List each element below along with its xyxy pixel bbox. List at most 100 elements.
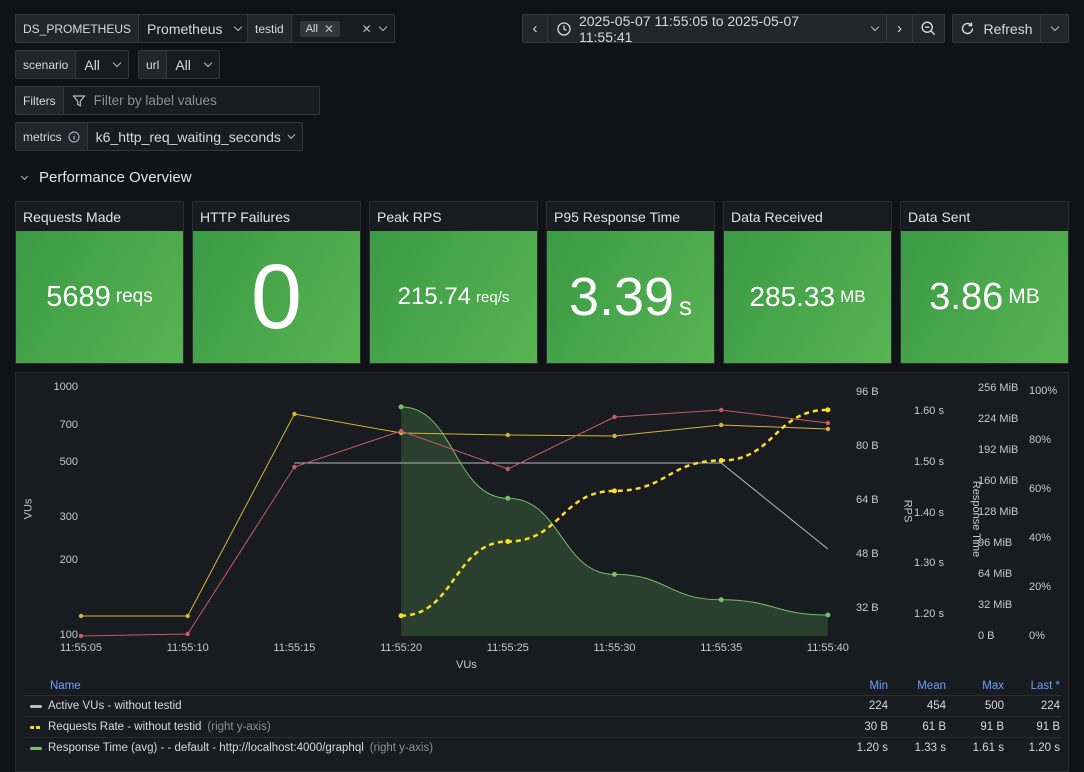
- scenario-variable[interactable]: scenario All: [15, 50, 130, 79]
- stat-title: Peak RPS: [377, 208, 442, 225]
- testid-variable-label: testid: [248, 15, 292, 42]
- legend-header-name[interactable]: Name: [50, 680, 81, 692]
- testid-select[interactable]: All ✕ ✕: [292, 15, 394, 42]
- clear-icon[interactable]: ✕: [361, 21, 372, 36]
- refresh-button[interactable]: Refresh: [952, 14, 1041, 43]
- legend-header-min[interactable]: Min: [869, 680, 888, 692]
- legend-header-mean[interactable]: Mean: [917, 680, 946, 692]
- series-point-response-time: [718, 597, 724, 603]
- stat-value: 215.74: [397, 283, 472, 310]
- stat-body: 3.86 MB: [901, 231, 1068, 363]
- series-point-extra-b: [612, 414, 617, 420]
- stat-body: 0: [193, 231, 360, 363]
- percent-tick-label: 20%: [1029, 581, 1052, 593]
- series-point-extra-a: [719, 422, 724, 428]
- scenario-select[interactable]: All: [76, 51, 128, 78]
- url-variable-label: url: [139, 51, 168, 78]
- filters-input[interactable]: Filter by label values: [64, 87, 319, 114]
- refresh-interval-button[interactable]: [1040, 14, 1069, 43]
- refresh-label: Refresh: [983, 20, 1033, 37]
- legend-max: 91 B: [980, 721, 1004, 733]
- mib-tick-label: 96 MiB: [978, 537, 1013, 549]
- chevron-right-icon: ›: [897, 20, 902, 37]
- metrics-variable-label: metrics: [16, 123, 88, 150]
- url-variable[interactable]: url All: [138, 50, 221, 79]
- mib-tick-label: 160 MiB: [978, 475, 1019, 487]
- legend-max: 500: [984, 700, 1004, 712]
- legend-row-active-vus[interactable]: Active VUs - without testid 224 454 500 …: [24, 695, 1062, 716]
- series-point-extra-a: [825, 426, 831, 432]
- percent-tick-label: 100%: [1029, 385, 1058, 397]
- legend-row-response-time[interactable]: Response Time (avg) - - default - http:/…: [24, 737, 1062, 758]
- stat-body: 5689 reqs: [16, 231, 183, 363]
- response-tick-label: 1.50 s: [914, 455, 944, 468]
- time-forward-button[interactable]: ›: [886, 14, 913, 43]
- legend-header-max[interactable]: Max: [982, 680, 1004, 692]
- legend-header-last[interactable]: Last *: [1030, 680, 1060, 692]
- series-line-extra-b: [80, 409, 828, 637]
- legend-suffix: (right y-axis): [207, 721, 271, 733]
- series-swatch: [30, 704, 42, 708]
- stat-title: P95 Response Time: [554, 208, 681, 225]
- testid-chip[interactable]: All ✕: [299, 20, 340, 37]
- chevron-down-icon: [204, 58, 213, 68]
- stat-body: 285.33 MB: [724, 231, 891, 363]
- timeseries-panel: 1000 700 500 300 200 100 VUs 11:55:05 11:55:10 11…: [15, 372, 1069, 772]
- stat-title: Data Received: [731, 208, 823, 225]
- info-icon[interactable]: [68, 131, 80, 143]
- x-tick-label: 11:55:05: [60, 642, 103, 654]
- chip-remove-icon[interactable]: ✕: [323, 21, 334, 36]
- metrics-select[interactable]: k6_http_req_waiting_seconds: [88, 123, 302, 150]
- metrics-label-text: metrics: [23, 129, 62, 144]
- mib-tick-label: 128 MiB: [978, 506, 1019, 518]
- series-point-requests-rate: [612, 488, 617, 494]
- chevron-down-icon: [287, 131, 296, 139]
- percent-tick-label: 0%: [1029, 630, 1045, 642]
- percent-tick-label: 40%: [1029, 532, 1052, 544]
- series-point-extra-b: [719, 407, 724, 413]
- timeseries-chart[interactable]: [16, 373, 1070, 673]
- filters-variable[interactable]: Filters Filter by label values: [15, 86, 320, 115]
- x-tick-label: 11:55:10: [166, 642, 209, 654]
- chevron-down-icon: [113, 58, 122, 68]
- bytes-tick-label: 96 B: [856, 386, 879, 398]
- legend-mean: 1.33 s: [914, 742, 946, 754]
- ds-select[interactable]: Prometheus: [139, 15, 249, 42]
- metrics-variable[interactable]: metrics k6_http_req_waiting_seconds: [15, 122, 303, 151]
- mib-tick-label: 256 MiB: [978, 382, 1019, 394]
- x-tick-label: 11:55:20: [380, 642, 423, 654]
- ds-variable-label: DS_PROMETHEUS: [16, 15, 140, 42]
- legend-name: Response Time (avg) - - default - http:/…: [48, 742, 364, 754]
- url-select[interactable]: All: [167, 51, 219, 78]
- clock-icon: [557, 21, 571, 36]
- legend-suffix: (right y-axis): [369, 742, 434, 754]
- chevron-down-icon: [378, 22, 387, 32]
- series-point-extra-b: [185, 631, 190, 637]
- ds-variable[interactable]: DS_PROMETHEUS Prometheus: [15, 14, 251, 43]
- stat-unit: s: [679, 290, 693, 321]
- legend-row-requests-rate[interactable]: Requests Rate - without testid (right y-a…: [24, 716, 1062, 737]
- stat-unit: reqs: [115, 286, 153, 307]
- filters-placeholder: Filter by label values: [93, 93, 217, 108]
- zoom-out-button[interactable]: [912, 14, 945, 43]
- series-swatch: [30, 746, 42, 750]
- stat-body: 215.74 req/s: [370, 231, 537, 363]
- legend-mean: 454: [926, 700, 946, 712]
- row-header[interactable]: Performance Overview: [20, 169, 192, 186]
- series-point-requests-rate: [398, 613, 404, 619]
- stat-data-received: Data Received 285.33 MB: [723, 201, 892, 364]
- series-point-response-time: [825, 612, 831, 618]
- zoom-out-icon: [921, 21, 936, 36]
- time-back-button[interactable]: ‹: [522, 14, 548, 43]
- legend-min: 30 B: [864, 721, 888, 733]
- x-axis-title: VUs: [456, 659, 477, 671]
- series-point-response-time: [398, 404, 404, 410]
- url-select-value: All: [175, 56, 191, 73]
- series-swatch: [30, 725, 42, 729]
- time-range-picker[interactable]: 2025-05-07 11:55:05 to 2025-05-07 11:55:…: [547, 13, 887, 45]
- testid-variable[interactable]: testid All ✕ ✕: [247, 14, 395, 43]
- bytes-tick-label: 32 B: [856, 602, 879, 614]
- series-point-extra-b: [292, 464, 297, 470]
- series-line-active-vus: [294, 462, 829, 550]
- chevron-left-icon: ‹: [532, 20, 538, 37]
